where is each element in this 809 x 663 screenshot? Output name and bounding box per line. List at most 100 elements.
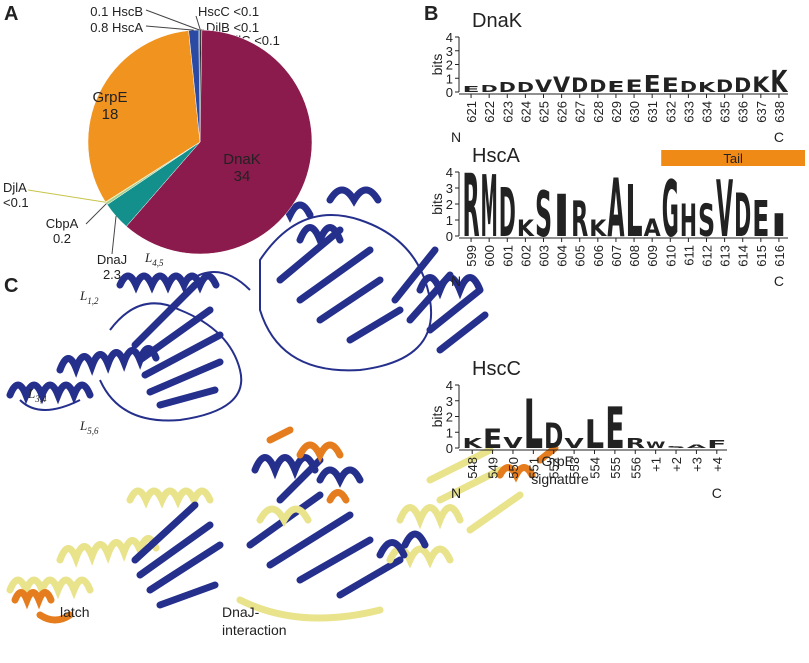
logo-letter: S [535,179,552,252]
x-tick-label: 615 [754,245,769,267]
logo-letter: D [716,76,733,96]
loop-label: L5,6 [79,418,99,436]
x-tick-label: 556 [628,457,643,479]
x-tick-label: 626 [555,101,570,123]
x-tick-label: 629 [609,101,624,123]
n-terminus: N [451,129,461,145]
logo-letter: V [553,72,570,97]
logo-letter: E [607,78,624,96]
slice-value: 0.2 [53,231,71,246]
x-tick-label: 550 [506,457,521,479]
logo-letter: E [463,85,480,94]
structure-bottom [6,426,559,624]
y-tick-label: 1 [446,71,453,86]
slice-value: 2.3 [103,267,121,282]
structure-label: latch [60,604,90,620]
x-tick-label: 599 [464,245,479,267]
logo-letter: E [483,424,502,454]
leader-line [111,216,117,255]
logo-letter: V [716,164,733,255]
x-tick-label: 610 [663,245,678,267]
slice-value: 34 [234,168,251,185]
logo-title: HscA [472,145,520,167]
logo-title: HscC [472,358,521,380]
tail-label: Tail [723,151,743,166]
n-terminus: N [451,273,461,289]
logo-letter: W [646,440,665,450]
logo-letter: L [626,169,643,253]
logo-letter: F [707,438,726,451]
y-tick-label: 2 [446,58,453,73]
x-tick-label: 555 [608,457,623,479]
slice-label: 0.8 HscA [90,20,143,35]
logo-letter: D [589,76,606,96]
slice-name: DnaJ [97,252,127,267]
label-part: 0.8 [90,20,108,35]
loop-index: 4,5 [152,258,164,268]
x-tick-label: 625 [537,101,552,123]
x-tick-label: 635 [718,101,733,123]
y-tick-label: 3 [446,44,453,59]
logo-letter: M [481,158,498,256]
x-tick-label: 549 [486,457,501,479]
panel-label: C [4,275,18,297]
y-tick-label: 3 [446,394,453,409]
slice-name: DjlA [3,180,27,195]
loop-name: L [79,288,87,303]
x-tick-label: 607 [609,245,624,267]
x-tick-label: 551 [526,457,541,479]
slice-value: 18 [102,106,119,123]
logo-letter: V [564,436,583,451]
slice-name: GrpE [92,89,127,106]
label-part: <0.1 [233,4,259,19]
x-tick-label: 554 [588,457,603,479]
pie-slice [198,30,200,142]
logo-letter: D [734,182,751,251]
x-tick-label: 616 [772,245,787,267]
structure-label: GrpE- [541,453,579,469]
logo-letter: V [503,434,523,452]
c-terminus: C [774,129,784,145]
c-terminus: C [774,273,784,289]
leader-line [145,9,200,31]
logo-letter: D [734,75,751,97]
y-tick-label: 4 [446,30,453,45]
loop-label: L4,5 [144,250,164,268]
logo-letter: R [571,191,588,248]
x-tick-label: 605 [573,245,588,267]
slice-value: <0.1 [3,195,29,210]
x-tick-label: 552 [547,457,562,479]
logo-letter: S [666,446,685,449]
x-tick-label: 623 [500,101,515,123]
logo-letter: A [687,444,706,449]
structure-label: signature [531,471,589,487]
logo-letter: L [524,386,543,465]
logo-letter: D [680,78,697,96]
y-tick-label: 2 [446,197,453,212]
logo-letter: I [553,183,570,250]
y-tick-label: 4 [446,378,453,393]
x-tick-label: 612 [700,245,715,267]
logo-letter: A [607,161,624,255]
logo-letter: E [662,75,679,97]
n-terminus: N [451,485,461,501]
y-tick-label: 4 [446,165,453,180]
slice-name: CbpA [46,216,79,231]
loop-index: 1,2 [87,296,99,306]
logo-letter: K [517,215,535,241]
loop-name: L [144,250,152,265]
x-tick-label: +1 [649,457,664,472]
logo-letter: K [463,436,483,451]
y-axis-label: bits [429,406,445,428]
loop-name: L [79,418,87,433]
logo-letter: K [698,80,716,96]
label-part: HscA [112,20,143,35]
x-tick-label: 624 [518,101,533,123]
pie-slice [200,30,201,142]
pie-slice [125,29,313,255]
y-tick-label: 0 [446,441,453,456]
loop-label: L1,2 [79,288,99,306]
x-tick-label: 608 [627,245,642,267]
logo-title: DnaK [472,10,523,32]
